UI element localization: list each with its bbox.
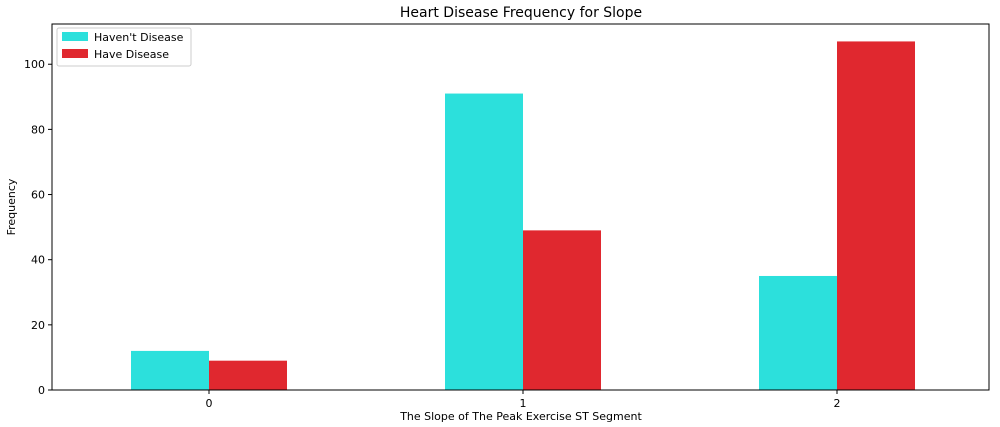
legend-entry: Have Disease xyxy=(94,48,169,61)
x-tick-label: 1 xyxy=(520,397,527,410)
bar-havent-disease-2 xyxy=(759,275,837,390)
legend-box xyxy=(56,27,192,67)
x-tick-label: 2 xyxy=(834,397,841,410)
bar-havent-disease-1 xyxy=(445,93,523,391)
x-tick-label: 0 xyxy=(206,397,213,410)
plot-frame xyxy=(51,23,990,391)
legend: Haven't Disease Have Disease xyxy=(56,27,192,67)
bar-havent-disease-0 xyxy=(131,350,209,390)
y-tick-label: 40 xyxy=(31,254,45,267)
y-tick-label: 0 xyxy=(38,384,45,397)
legend-entry: Haven't Disease xyxy=(94,31,184,44)
legend-swatch xyxy=(62,49,88,58)
chart-title: Heart Disease Frequency for Slope xyxy=(400,5,642,21)
y-tick-label: 20 xyxy=(31,319,45,332)
y-tick-label: 60 xyxy=(31,189,45,202)
bars-group xyxy=(131,41,915,391)
bar-have-disease-2 xyxy=(837,41,915,391)
bar-have-disease-1 xyxy=(523,230,601,390)
y-tick-label: 80 xyxy=(31,123,45,136)
bar-have-disease-0 xyxy=(209,360,287,390)
y-tick-label: 100 xyxy=(24,58,45,71)
legend-swatch xyxy=(62,32,88,41)
x-axis: 0 1 2 xyxy=(206,390,841,410)
x-axis-label: The Slope of The Peak Exercise ST Segmen… xyxy=(399,410,642,423)
y-axis: 0 20 40 60 80 100 xyxy=(24,58,52,397)
y-axis-label: Frequency xyxy=(5,178,18,235)
